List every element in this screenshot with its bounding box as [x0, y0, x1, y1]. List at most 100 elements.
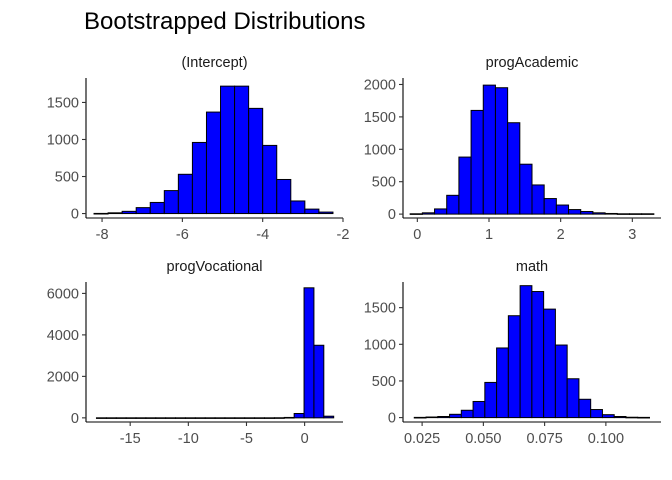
- x-tick-label: 2: [557, 227, 565, 243]
- histogram-bar: [135, 207, 151, 215]
- histogram-bar: [484, 381, 498, 419]
- histogram-bar: [543, 198, 557, 215]
- histogram-bar: [470, 109, 484, 215]
- histogram-bar: [580, 211, 594, 215]
- y-tick-label: 0: [388, 411, 396, 427]
- histogram-bar: [115, 417, 127, 419]
- histogram-bar: [496, 347, 509, 419]
- x-tick-label: 1: [485, 227, 493, 243]
- histogram-bar: [446, 194, 460, 215]
- histogram-bar: [592, 212, 606, 215]
- histogram-bar: [125, 417, 137, 419]
- histogram-bar: [604, 212, 618, 215]
- panel-title: progAcademic: [486, 55, 579, 71]
- y-tick-label: 500: [372, 175, 396, 191]
- y-tick-label: 4000: [47, 328, 79, 344]
- x-tick-label: -5: [240, 431, 253, 447]
- y-tick-label: 500: [372, 374, 396, 390]
- y-tick-label: 2000: [364, 77, 396, 93]
- y-tick-label: 0: [71, 411, 79, 427]
- histogram-bar: [149, 201, 165, 215]
- histogram-bar: [318, 211, 334, 215]
- histogram-bar: [437, 416, 451, 419]
- panel-title: progVocational: [167, 259, 263, 275]
- histogram-bar: [234, 417, 246, 419]
- histogram-bar: [507, 122, 521, 215]
- histogram-bar: [276, 178, 292, 215]
- histogram-bar: [283, 416, 295, 419]
- x-tick-label: 0.100: [588, 431, 624, 447]
- histogram-bar: [163, 190, 179, 215]
- histogram-bar: [425, 416, 439, 419]
- histogram-bar: [313, 344, 325, 419]
- histogram-bar: [248, 107, 264, 215]
- histogram-bar: [458, 156, 472, 215]
- histogram-bar: [105, 417, 117, 419]
- histogram-bar: [578, 398, 592, 419]
- histogram-bar: [191, 141, 207, 215]
- y-tick-label: 1000: [47, 132, 79, 148]
- histogram-bar: [224, 417, 236, 419]
- figure-title: Bootstrapped Distributions: [84, 8, 365, 35]
- histogram-bar: [205, 111, 222, 215]
- histogram-bar: [531, 291, 545, 419]
- histogram-bar: [590, 409, 603, 419]
- histogram-bar: [184, 417, 196, 419]
- histogram-bar: [421, 212, 436, 215]
- histogram-bar: [460, 409, 474, 419]
- x-tick-label: -2: [337, 227, 350, 243]
- y-tick-label: 1000: [364, 337, 396, 353]
- histogram-bar: [323, 415, 335, 419]
- histogram-bar: [234, 85, 250, 215]
- histogram-bar: [93, 212, 109, 215]
- histogram-bar: [641, 213, 655, 215]
- histogram-bar: [273, 417, 285, 419]
- histogram-bar: [145, 417, 157, 419]
- histogram-bar: [628, 213, 643, 215]
- x-tick-label: -4: [256, 227, 269, 243]
- histogram-bar: [107, 212, 123, 215]
- x-tick-label: -6: [176, 227, 189, 243]
- y-tick-label: 0: [71, 207, 79, 223]
- histogram-bar: [613, 416, 627, 419]
- facet-panel-2: progVocational 0 2000 4000 6000 -15 -10 -5 0: [47, 259, 343, 447]
- histogram-bar: [566, 378, 580, 419]
- histogram-bar: [262, 144, 278, 215]
- panel-title: math: [516, 259, 548, 275]
- histogram-bar: [264, 417, 275, 419]
- y-tick-label: 1500: [364, 301, 396, 317]
- histogram-bar: [482, 84, 496, 215]
- x-tick-label: -8: [96, 227, 109, 243]
- histogram-bar: [290, 200, 306, 215]
- histogram-bar: [601, 414, 615, 419]
- x-tick-label: 0: [413, 227, 421, 243]
- histogram-bar: [121, 210, 137, 215]
- histogram-bar: [303, 287, 315, 419]
- histogram-bar: [304, 208, 320, 215]
- histogram-bar: [494, 87, 509, 215]
- histogram-bar: [244, 417, 256, 419]
- histogram-bar: [637, 416, 650, 419]
- x-tick-label: 0: [301, 431, 309, 447]
- histogram-bar: [519, 163, 533, 215]
- histogram-bar: [135, 417, 147, 419]
- histogram-bar: [616, 213, 630, 215]
- histogram-bar: [531, 184, 545, 215]
- x-tick-label: 0.075: [526, 431, 562, 447]
- facet-panel-0: (Intercept) 0 500 1000 1500 -8 -6 -4 -2: [47, 55, 350, 243]
- histogram-bar: [175, 417, 186, 419]
- histogram-bar: [554, 344, 568, 419]
- x-tick-label: -15: [120, 431, 141, 447]
- facet-panel-3: math 0 500 1000 1500 0.025 0.050 0.075 0.100: [364, 259, 661, 447]
- panel-title: (Intercept): [181, 55, 247, 71]
- histogram-bar: [507, 315, 521, 419]
- histogram-bar: [165, 417, 177, 419]
- histogram-bar: [519, 285, 533, 419]
- histogram-bar: [177, 173, 193, 215]
- histogram-bar: [449, 413, 462, 419]
- histogram-bar: [568, 209, 582, 215]
- histogram-bar: [155, 417, 167, 419]
- facet-panel-1: progAcademic 0 500 1000 1500 2000 0 1 2 3: [364, 55, 661, 243]
